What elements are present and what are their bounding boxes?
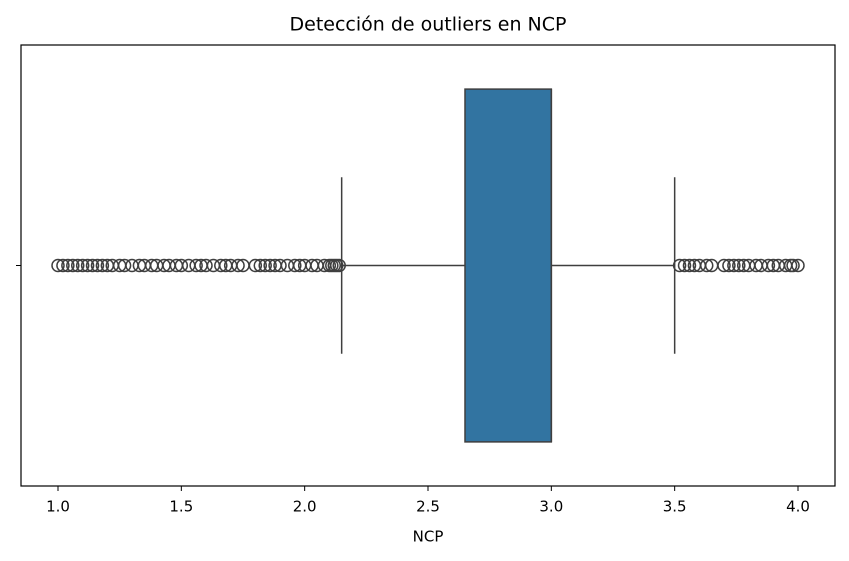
x-axis-label: NCP (413, 528, 444, 546)
x-tick-label: 2.5 (416, 498, 440, 516)
outlier (61, 258, 75, 273)
chart-title: Detección de outliers en NCP (290, 14, 567, 36)
outlier (51, 258, 65, 273)
outlier (174, 258, 189, 273)
outlier (214, 258, 228, 273)
outlier (231, 258, 245, 273)
outlier (699, 258, 714, 273)
outlier (672, 258, 687, 273)
outlier (727, 258, 741, 273)
axes-frame (20, 44, 836, 487)
outlier (258, 258, 272, 273)
outlier (263, 258, 277, 273)
outlier (248, 258, 263, 273)
outlier (677, 258, 692, 273)
outlier (199, 258, 213, 273)
x-tick-label: 1.5 (169, 498, 193, 516)
outlier (56, 258, 70, 273)
outlier (722, 258, 736, 273)
outlier (332, 258, 346, 273)
outlier (253, 258, 268, 273)
outlier (70, 258, 85, 273)
outlier (189, 258, 203, 273)
outlier (117, 258, 132, 273)
outlier (717, 258, 731, 273)
outlier (761, 258, 776, 273)
outlier (682, 258, 697, 273)
x-tick-label: 2.0 (293, 498, 317, 516)
outlier (786, 258, 800, 273)
outlier (273, 258, 287, 273)
outlier (288, 258, 302, 273)
outlier (85, 258, 100, 273)
outlier (75, 258, 90, 273)
outlier (95, 258, 110, 273)
outlier (90, 258, 105, 273)
x-tick-label: 1.0 (46, 498, 70, 516)
outlier (791, 258, 805, 273)
outlier (80, 258, 95, 273)
outlier (732, 258, 746, 273)
x-tick-label: 3.5 (663, 498, 687, 516)
x-tick-label: 4.0 (786, 498, 810, 516)
box (464, 88, 553, 443)
outlier (66, 258, 80, 273)
x-tick-label: 3.0 (539, 498, 563, 516)
